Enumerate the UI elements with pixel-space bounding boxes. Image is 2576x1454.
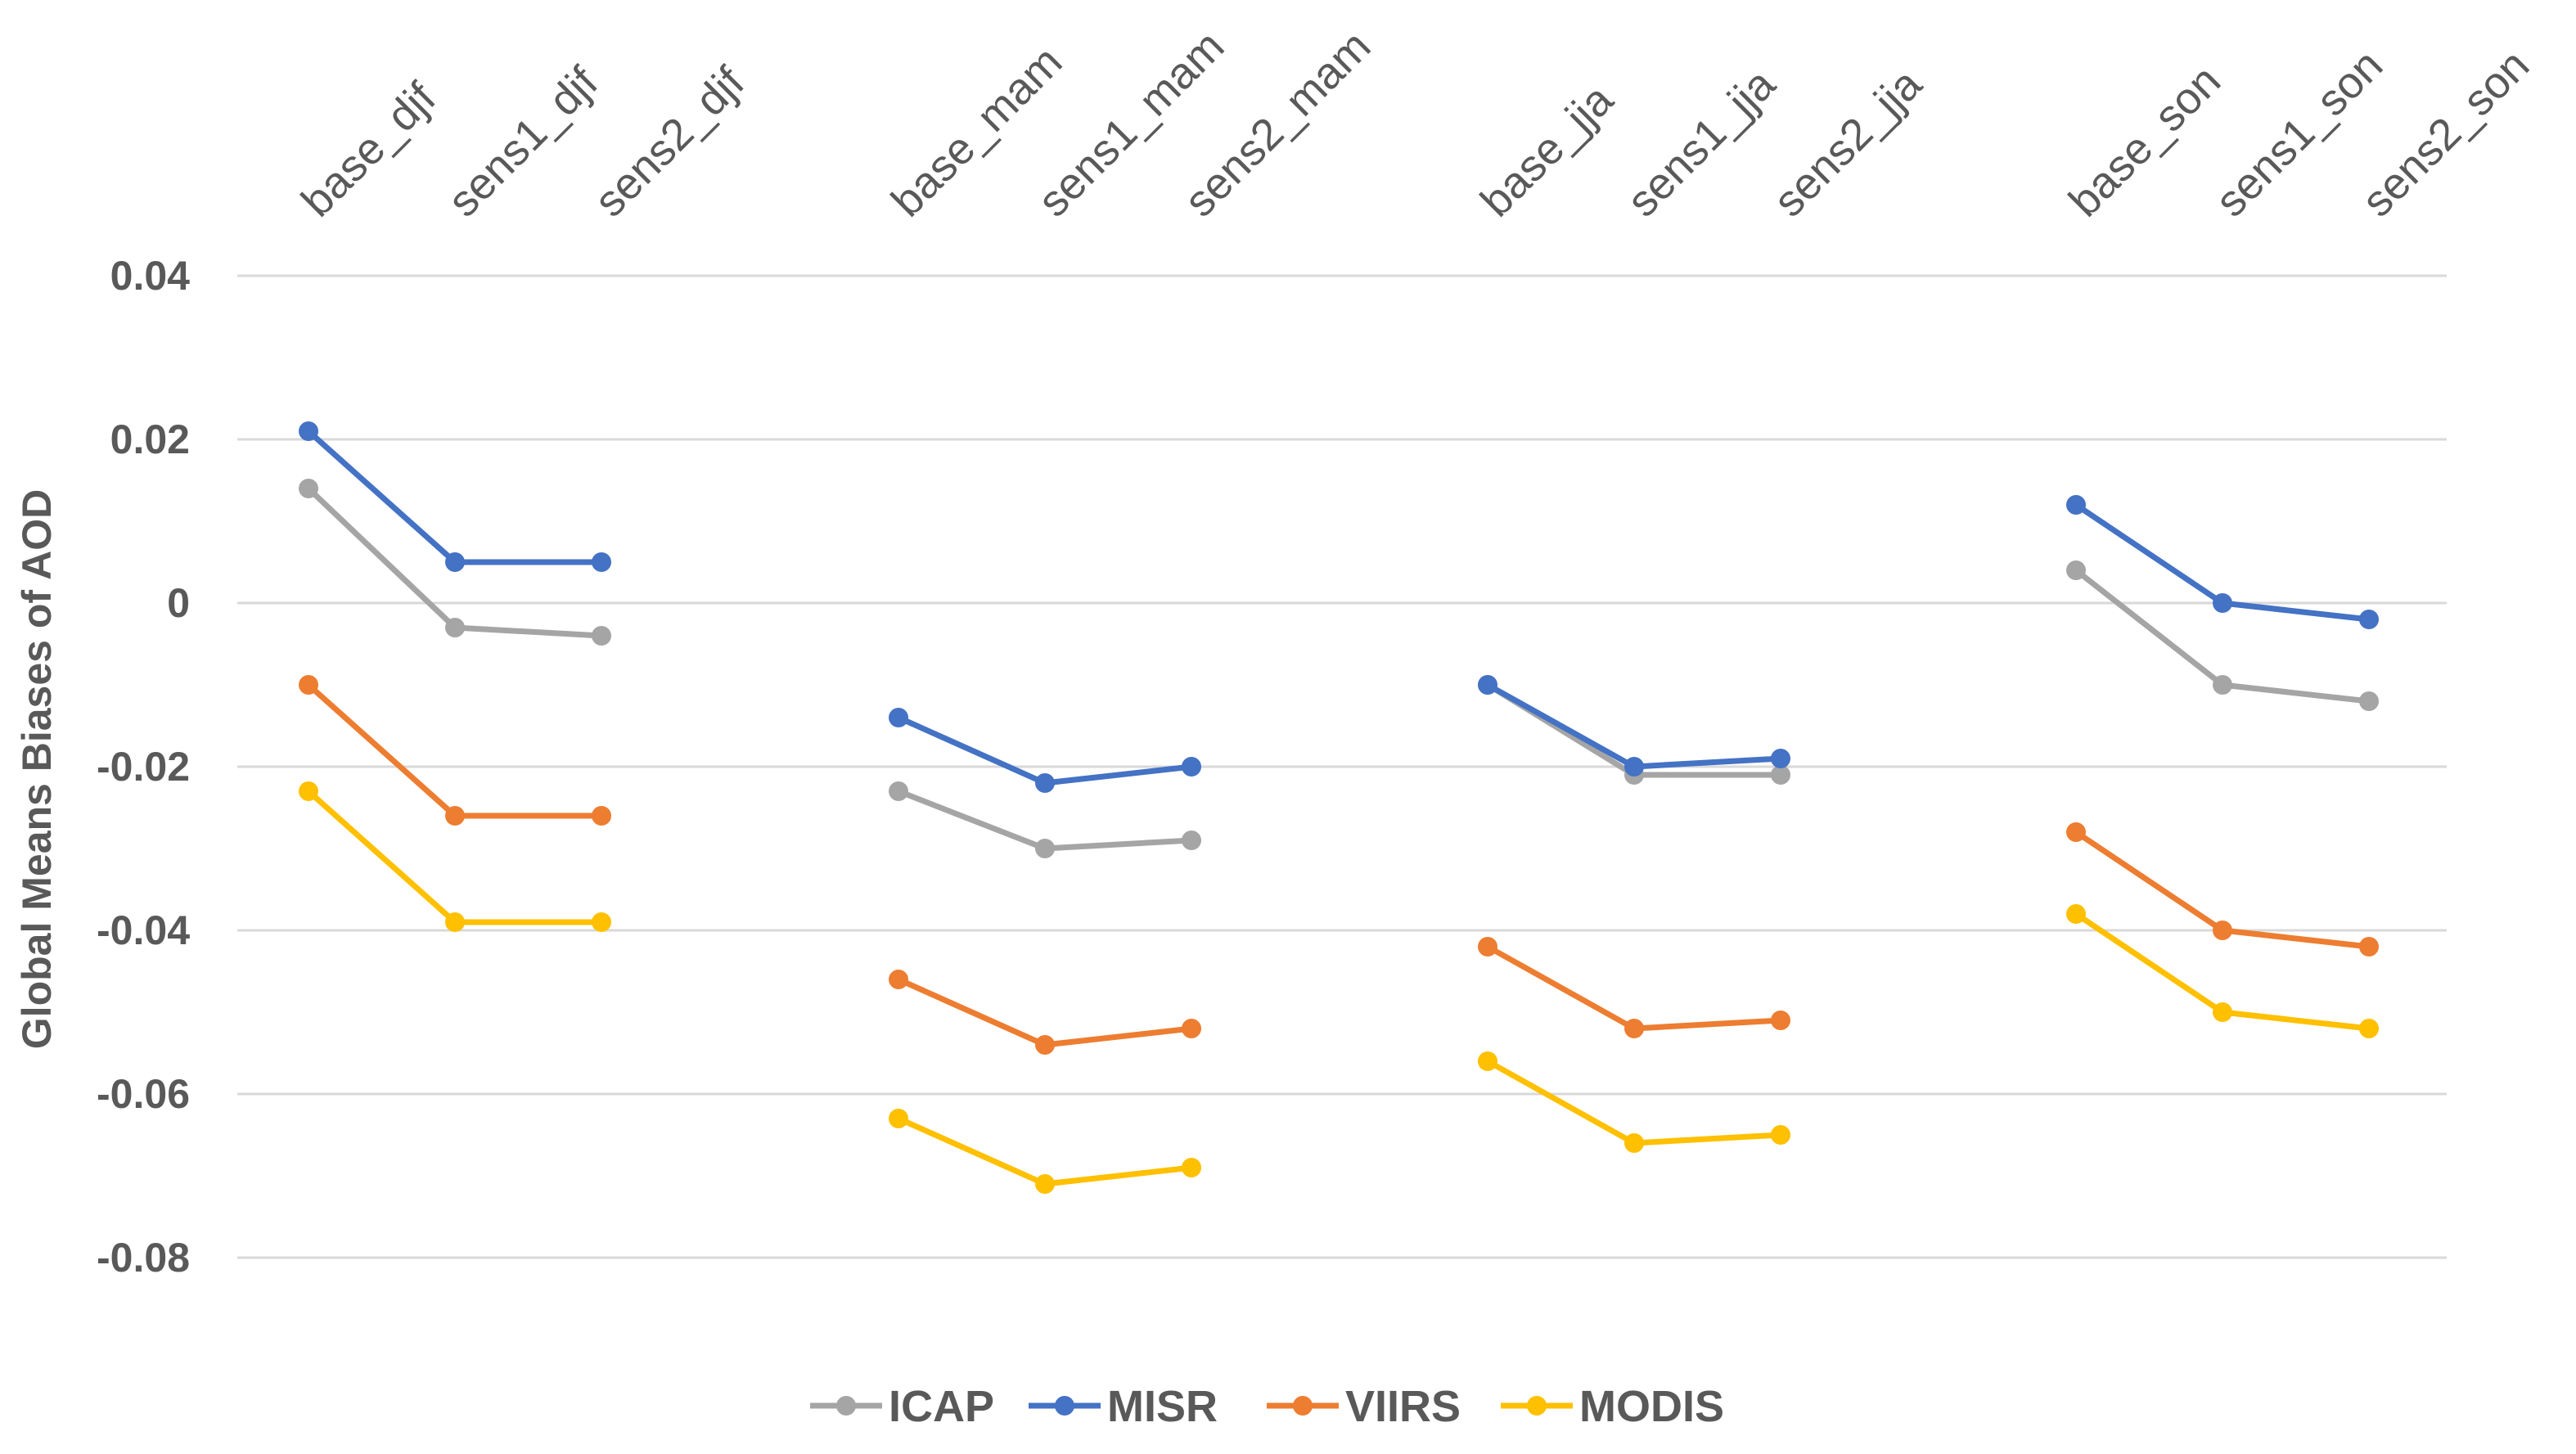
data-point <box>445 806 465 826</box>
y-tick-label: -0.06 <box>97 1071 190 1117</box>
data-point <box>1035 839 1055 858</box>
series-line-segment <box>1484 1058 1784 1146</box>
data-point <box>2213 593 2232 613</box>
series-misr <box>299 421 2379 793</box>
legend-item-misr: MISR <box>1029 1382 1218 1431</box>
series-line-segment <box>1484 682 1784 770</box>
data-point <box>2213 921 2232 940</box>
data-point <box>1478 675 1497 695</box>
data-point <box>2066 822 2086 842</box>
data-point <box>1182 1158 1201 1177</box>
data-point <box>1771 765 1790 785</box>
legend-item-modis: MODIS <box>1501 1382 1724 1431</box>
data-point <box>299 421 318 441</box>
data-point <box>1478 937 1497 957</box>
data-point <box>1624 1019 1644 1038</box>
data-point <box>889 708 908 727</box>
y-tick-label: 0.02 <box>110 416 190 462</box>
data-point <box>1771 749 1790 768</box>
legend-item-icap: ICAP <box>810 1382 994 1431</box>
data-point <box>2359 691 2379 711</box>
y-tick-label: 0.04 <box>110 253 191 299</box>
legend-label: MISR <box>1107 1382 1218 1431</box>
data-point <box>2213 675 2232 695</box>
data-point <box>592 912 611 932</box>
x-category-label: sens2_djf <box>585 57 754 227</box>
data-point <box>2213 1002 2232 1022</box>
series-line-segment <box>305 428 605 565</box>
data-point <box>1624 757 1644 777</box>
data-point <box>445 912 465 932</box>
y-tick-label: 0 <box>167 580 190 626</box>
legend-marker <box>836 1396 856 1416</box>
y-tick-label: -0.08 <box>97 1235 190 1281</box>
data-point <box>1035 1035 1055 1055</box>
data-point <box>1182 831 1201 850</box>
y-tick-label: -0.02 <box>97 744 190 790</box>
data-point <box>2359 937 2379 957</box>
data-point <box>1035 773 1055 793</box>
y-axis-title: Global Means Biases of AOD <box>14 489 60 1049</box>
data-point <box>299 479 318 498</box>
y-tick-label: -0.04 <box>97 907 190 953</box>
x-category-label: base_djf <box>292 73 445 226</box>
legend-label: ICAP <box>889 1382 994 1431</box>
data-point <box>299 675 318 695</box>
series-line-segment <box>305 682 605 819</box>
legend-marker <box>1055 1396 1074 1416</box>
data-point <box>1624 1133 1644 1153</box>
data-point <box>299 781 318 801</box>
data-point <box>1182 1019 1201 1038</box>
data-point <box>2066 560 2086 580</box>
data-point <box>1771 1011 1790 1030</box>
y-axis-ticks: 0.04 0.02 0 -0.02 -0.04 -0.06 -0.08 <box>97 253 190 1281</box>
data-point <box>2359 1019 2379 1038</box>
data-point <box>1182 757 1201 777</box>
series-icap <box>299 479 2379 858</box>
x-category-label: sens1_djf <box>439 57 608 227</box>
data-point <box>592 626 611 646</box>
data-point <box>2359 610 2379 629</box>
legend-label: MODIS <box>1579 1382 1724 1431</box>
data-point <box>2066 904 2086 924</box>
series-modis <box>299 781 2379 1194</box>
x-category-label: sens1_jja <box>1618 59 1785 226</box>
data-point <box>889 781 908 801</box>
x-category-label: base_jja <box>1471 74 1623 226</box>
legend: ICAP MISR VIIRS MODIS <box>810 1382 1724 1431</box>
series-viirs <box>299 675 2379 1055</box>
data-point <box>592 806 611 826</box>
legend-label: VIIRS <box>1345 1382 1461 1431</box>
series-lines <box>299 421 2379 1194</box>
data-point <box>592 552 611 572</box>
data-point <box>2066 495 2086 515</box>
data-point <box>1478 1051 1497 1071</box>
data-point <box>889 1109 908 1128</box>
data-point <box>889 970 908 989</box>
x-category-label: base_son <box>2060 56 2230 226</box>
data-point <box>445 552 465 572</box>
data-point <box>445 618 465 637</box>
series-line-segment <box>1484 943 1784 1032</box>
x-category-label: sens2_jja <box>1764 59 1931 226</box>
legend-marker <box>1527 1396 1547 1416</box>
legend-marker <box>1293 1396 1313 1416</box>
data-point <box>1035 1174 1055 1194</box>
legend-item-viirs: VIIRS <box>1267 1382 1461 1431</box>
gridlines <box>237 274 2447 1259</box>
data-point <box>1771 1125 1790 1145</box>
